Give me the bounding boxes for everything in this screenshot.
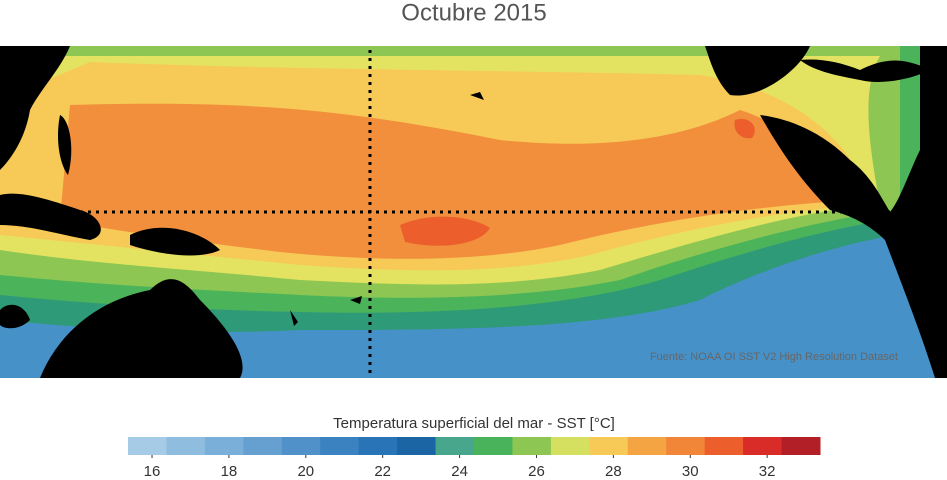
colorbar-swatch [397, 437, 437, 455]
map-title: Octubre 2015 [401, 0, 546, 26]
colorbar-swatch [474, 437, 513, 455]
colorbar-swatch [358, 437, 398, 455]
source-note: Fuente: NOAA OI SST V2 High Resolution D… [650, 351, 898, 363]
colorbar-tick-label: 28 [605, 463, 622, 480]
colorbar-tick-label: 26 [528, 463, 545, 480]
colorbar-swatch [781, 437, 821, 455]
colorbar: 16 18 20 22 24 26 28 30 32 [128, 437, 821, 480]
colorbar-swatch [512, 437, 552, 455]
colorbar-tick-label: 20 [297, 463, 314, 480]
colorbar-tick-label: 32 [759, 463, 776, 480]
colorbar-tick-label: 16 [144, 463, 161, 480]
colorbar-swatch [743, 437, 783, 455]
colorbar-swatch [550, 437, 590, 455]
colorbar-swatch [320, 437, 360, 455]
colorbar-swatch [204, 437, 244, 455]
colorbar-swatch [435, 437, 475, 455]
colorbar-tick-label: 30 [682, 463, 699, 480]
colorbar-swatch [166, 437, 206, 455]
sst-map [0, 46, 947, 378]
colorbar-tick-label: 24 [451, 463, 468, 480]
colorbar-swatch [704, 437, 744, 455]
colorbar-label: Temperatura superficial del mar - SST [°… [333, 415, 615, 432]
colorbar-swatch [589, 437, 629, 455]
colorbar-swatch [243, 437, 283, 455]
colorbar-tick-label: 22 [374, 463, 391, 480]
colorbar-swatch [666, 437, 706, 455]
colorbar-swatch [627, 437, 667, 455]
colorbar-tick-label: 18 [221, 463, 238, 480]
colorbar-swatch [128, 437, 167, 455]
colorbar-swatch [281, 437, 321, 455]
